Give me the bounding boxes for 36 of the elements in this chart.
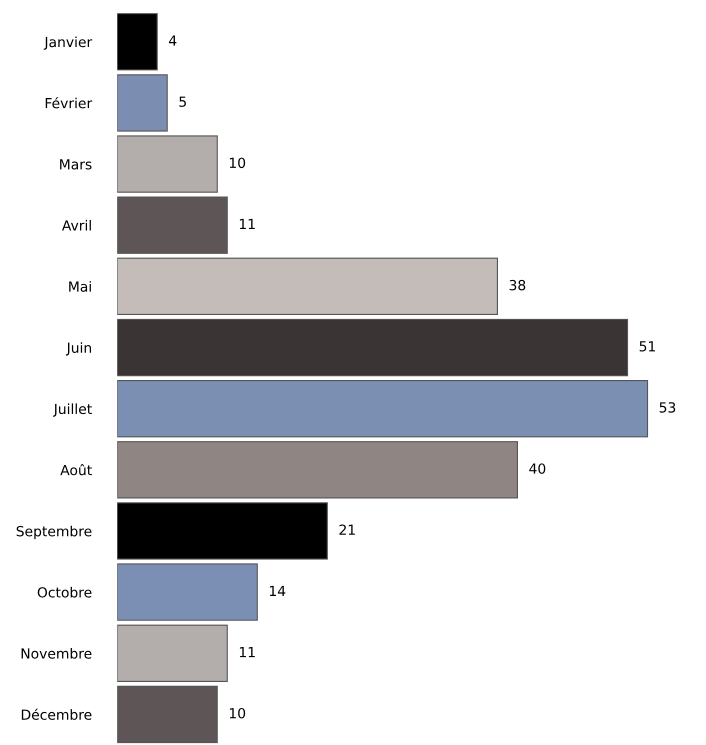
bar [117,502,328,560]
bar [117,258,498,316]
data-label: 40 [529,463,546,474]
data-label: 38 [510,280,526,290]
data-label: 10 [230,708,246,718]
bar [117,441,518,498]
bar [117,380,648,438]
y-tick-label: Juillet [53,403,92,417]
data-label: 11 [240,646,255,658]
y-tick-label: Février [46,97,92,108]
y-tick-label: Novembre [22,648,92,659]
bar [117,135,218,193]
y-tick-label: Janvier [44,36,92,50]
y-tick-label: Septembre [16,526,92,540]
data-label: 11 [240,218,255,230]
y-tick-label: Avril [62,220,91,230]
data-label: 4 [169,35,176,46]
y-tick-label: Mai [69,281,91,292]
bar [117,686,218,744]
data-label: 14 [270,586,286,596]
y-tick-label: Mars [60,159,92,170]
y-tick-label: Août [60,464,92,476]
y-tick-label: Décembre [22,708,92,720]
bar [117,74,168,132]
data-label: 51 [640,341,656,352]
bar [117,196,228,254]
y-tick-label: Juin [66,342,92,356]
bar [117,318,628,376]
data-label: 5 [179,96,186,107]
data-label: 21 [339,524,355,535]
data-label: 53 [660,402,676,413]
bar [117,13,158,70]
bar [117,624,228,682]
data-label: 10 [230,158,246,168]
y-tick-label: Octobre [38,586,92,598]
bar [117,563,258,621]
